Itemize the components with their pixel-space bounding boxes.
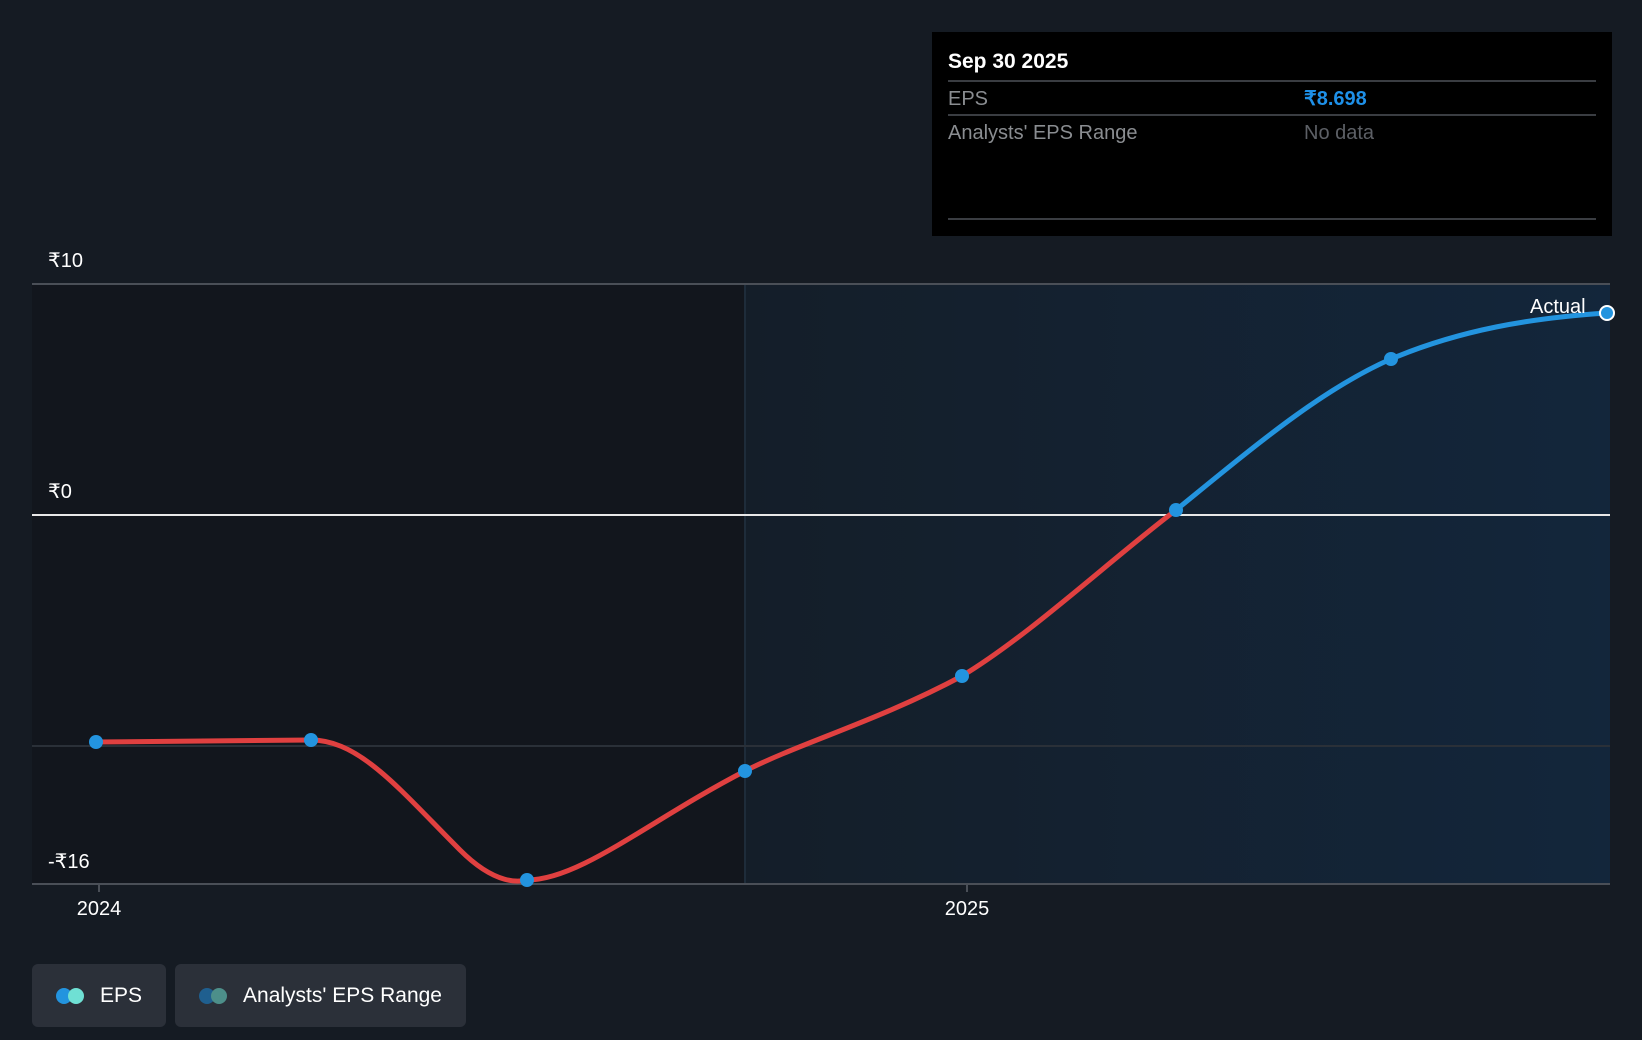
x-label-2025: 2025 [944, 898, 990, 920]
data-point [1384, 352, 1398, 366]
legend-label-analysts-range: Analysts' EPS Range [243, 983, 442, 1007]
x-label-2024: 2024 [76, 898, 122, 920]
tooltip-eps-label: EPS [948, 88, 989, 110]
eps-points [89, 305, 1615, 887]
legend-item-eps[interactable]: EPS [32, 964, 167, 1027]
tooltip-divider [948, 218, 1596, 220]
tooltip-row-range: Analysts' EPS Range No data [948, 116, 1596, 150]
legend: EPS Analysts' EPS Range [32, 964, 466, 1027]
range-legend-icon [199, 987, 229, 1004]
tooltip-row-eps: EPS ₹8.698 [948, 82, 1596, 116]
tooltip-date: Sep 30 2025 [948, 32, 1596, 82]
y-label-0: ₹0 [48, 481, 72, 503]
legend-item-analysts-range[interactable]: Analysts' EPS Range [175, 964, 466, 1027]
data-point [955, 669, 969, 683]
tooltip: Sep 30 2025 EPS ₹8.698 Analysts' EPS Ran… [932, 32, 1612, 236]
data-point [520, 873, 534, 887]
y-label-10: ₹10 [48, 250, 83, 272]
data-point [89, 735, 103, 749]
actual-label: Actual [1530, 296, 1586, 318]
tooltip-eps-value: ₹8.698 [1304, 88, 1367, 110]
data-point [1169, 503, 1183, 517]
y-label-minus16: -₹16 [48, 851, 90, 873]
data-point [738, 764, 752, 778]
legend-label-eps: EPS [100, 983, 143, 1007]
tooltip-range-value: No data [1304, 122, 1375, 144]
tooltip-range-label: Analysts' EPS Range [948, 122, 1138, 144]
data-point [304, 733, 318, 747]
data-point-latest [1599, 305, 1615, 321]
eps-legend-icon [56, 987, 86, 1004]
